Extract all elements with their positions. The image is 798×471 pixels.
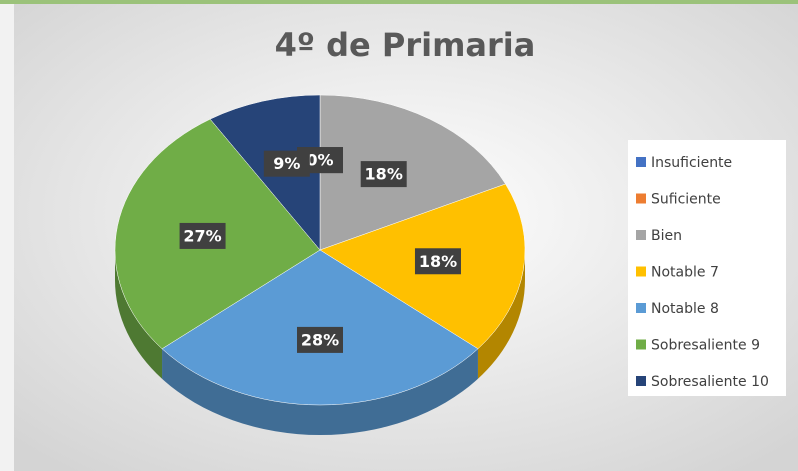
legend-swatch bbox=[636, 376, 646, 386]
legend-label: Insuficiente bbox=[651, 155, 732, 171]
data-label: 27% bbox=[183, 226, 221, 245]
data-label: 18% bbox=[365, 165, 403, 184]
data-label-box bbox=[297, 326, 343, 353]
legend-label: Bien bbox=[651, 228, 682, 244]
slice bbox=[319, 94, 506, 251]
slice-side bbox=[162, 348, 478, 435]
top-border bbox=[0, 0, 798, 4]
data-label: 18% bbox=[419, 252, 457, 271]
data-label: 0% bbox=[306, 151, 333, 170]
data-label: 28% bbox=[301, 330, 339, 349]
data-label-box bbox=[414, 248, 461, 275]
legend-swatch bbox=[636, 230, 646, 240]
legend-label: Sobresaliente 9 bbox=[651, 338, 760, 354]
legend-label: Notable 7 bbox=[651, 265, 719, 281]
data-label-box bbox=[263, 150, 310, 177]
legend-label: Suficiente bbox=[651, 192, 721, 208]
legend-swatch bbox=[636, 339, 646, 350]
legend-swatch bbox=[636, 157, 646, 167]
chart-title: 4º de Primaria bbox=[275, 26, 536, 64]
legend-swatch bbox=[636, 193, 646, 204]
legend-box bbox=[628, 140, 786, 396]
data-label: 9% bbox=[273, 154, 300, 173]
data-label-box bbox=[179, 222, 226, 249]
legend-label: Sobresaliente 10 bbox=[651, 374, 769, 390]
data-label-box bbox=[360, 161, 407, 188]
legend-label: Notable 8 bbox=[651, 301, 719, 317]
slice-side bbox=[477, 250, 525, 379]
legend-swatch bbox=[636, 303, 646, 313]
legend-swatch bbox=[636, 266, 646, 277]
slice-side bbox=[115, 250, 163, 379]
